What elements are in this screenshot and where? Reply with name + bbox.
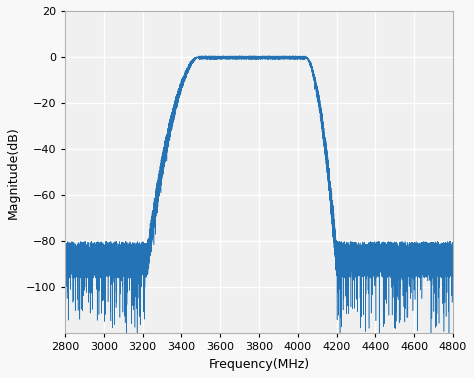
X-axis label: Frequency(MHz): Frequency(MHz) xyxy=(209,358,310,371)
Y-axis label: Magnitude(dB): Magnitude(dB) xyxy=(7,126,20,218)
